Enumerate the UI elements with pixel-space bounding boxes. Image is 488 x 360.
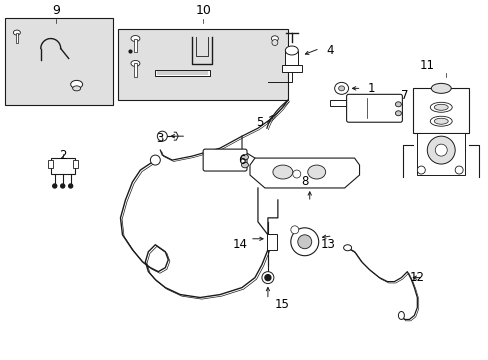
Bar [16,32,18,42]
Bar [266,234,276,250]
Circle shape [157,131,167,141]
Text: 9: 9 [52,4,60,17]
Bar [155,70,210,76]
Bar [51,158,75,174]
Ellipse shape [131,60,140,67]
Ellipse shape [429,102,451,112]
Ellipse shape [131,36,140,41]
Ellipse shape [338,86,344,91]
Circle shape [290,226,298,234]
Text: 15: 15 [274,298,289,311]
Circle shape [292,170,300,178]
Bar [281,66,301,72]
Ellipse shape [241,154,248,160]
Text: 12: 12 [409,271,424,284]
FancyBboxPatch shape [203,149,246,171]
Polygon shape [249,158,359,188]
Ellipse shape [395,102,401,107]
Ellipse shape [429,116,451,126]
Text: 1: 1 [367,82,374,95]
Ellipse shape [71,80,82,88]
Text: 13: 13 [320,238,334,251]
Ellipse shape [430,84,450,93]
Ellipse shape [433,104,447,110]
Circle shape [68,184,73,188]
Circle shape [150,155,160,165]
Ellipse shape [241,162,248,168]
Text: 7: 7 [400,89,407,102]
Ellipse shape [73,86,81,91]
Bar [285,50,298,66]
Bar [48,160,53,168]
Ellipse shape [334,82,348,94]
Circle shape [434,144,447,156]
Text: 14: 14 [232,238,247,251]
Bar [134,63,137,77]
Ellipse shape [307,165,325,179]
Bar [416,133,464,175]
Text: 3: 3 [156,132,163,145]
FancyBboxPatch shape [346,94,402,122]
Ellipse shape [285,46,298,55]
Circle shape [454,166,462,174]
Text: 6: 6 [238,154,245,167]
Text: 11: 11 [419,59,434,72]
Circle shape [271,40,277,45]
Text: 5: 5 [256,116,263,129]
Ellipse shape [395,111,401,116]
Circle shape [416,166,425,174]
Bar [73,160,78,168]
Circle shape [53,184,57,188]
Ellipse shape [13,30,20,35]
Ellipse shape [272,165,292,179]
Ellipse shape [271,36,278,41]
Circle shape [297,235,311,249]
Bar [329,100,353,106]
Circle shape [264,275,270,280]
Text: 10: 10 [195,4,211,17]
Circle shape [262,272,273,284]
Bar [118,28,287,100]
Ellipse shape [398,311,404,319]
Circle shape [61,184,64,188]
Ellipse shape [433,118,447,124]
Bar [134,39,137,53]
Bar [412,88,468,133]
Text: 2: 2 [59,149,66,162]
Bar [5,18,112,105]
Text: 4: 4 [325,44,333,57]
Circle shape [427,136,454,164]
Circle shape [290,228,318,256]
Text: 8: 8 [301,175,308,189]
Ellipse shape [343,245,351,251]
